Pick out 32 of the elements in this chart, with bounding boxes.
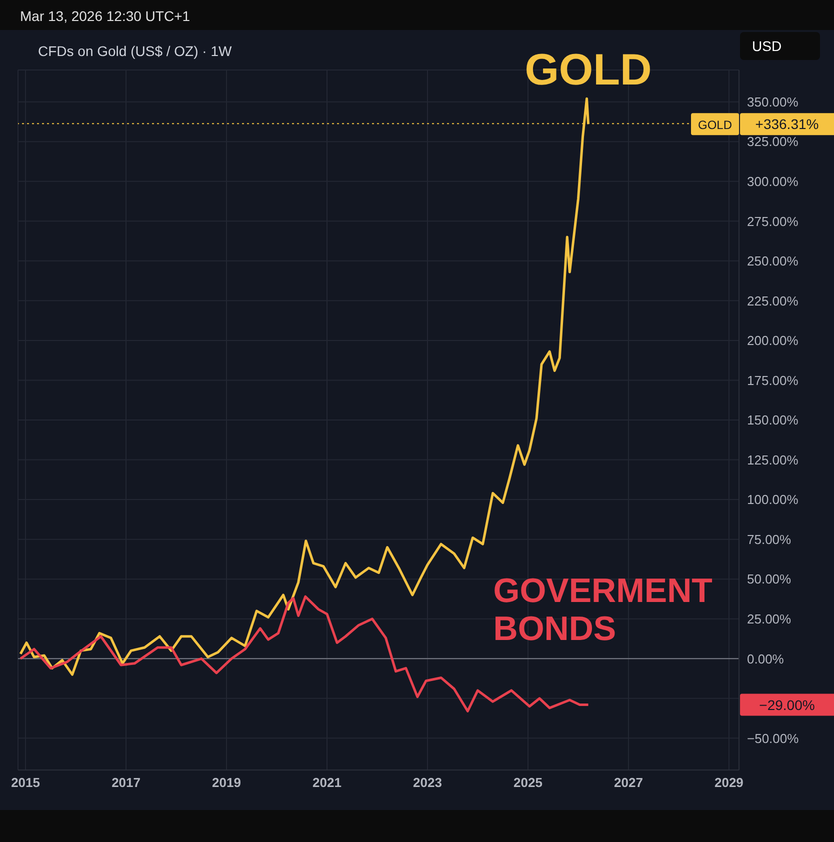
y-tick-label: 25.00% [747,611,792,626]
y-tick-label: 275.00% [747,214,799,229]
y-tick-label: 225.00% [747,293,799,308]
y-tick-label: 50.00% [747,572,792,587]
y-tick-label: 350.00% [747,94,799,110]
y-tick-label: 150.00% [747,412,799,428]
x-tick-label: 2021 [312,775,342,790]
x-tick-label: 2029 [714,775,744,790]
chart-title: CFDs on Gold (US$ / OZ) · 1W [38,43,232,59]
x-tick-label: 2025 [514,775,542,790]
y-tick-label: 200.00% [747,333,799,348]
x-tick-label: 2023 [413,775,442,790]
series-label: GOLD [524,46,652,95]
y-tick-label: 125.00% [747,452,799,468]
y-tick-label: 100.00% [747,492,799,508]
text: USD [752,38,782,54]
x-tick-label: 2017 [112,775,140,790]
x-tick-label: 2027 [614,775,643,790]
text: +336.31% [755,116,819,132]
text: GOLD [698,118,732,132]
y-tick-label: 175.00% [747,372,799,388]
y-tick-label: 325.00% [747,134,799,150]
y-tick-label: 250.00% [747,254,799,269]
y-tick-label: 75.00% [747,532,792,547]
x-tick-label: 2015 [11,775,40,790]
x-tick-label: 2019 [212,775,241,790]
y-tick-label: 0.00% [747,651,784,666]
text: Mar 13, 2026 12:30 UTC+1 [20,8,190,24]
series-label: GOVERMENT BONDS [493,572,713,648]
y-tick-label: 300.00% [747,174,799,189]
y-tick-label: −50.00% [747,730,800,746]
text: −29.00% [759,696,815,713]
